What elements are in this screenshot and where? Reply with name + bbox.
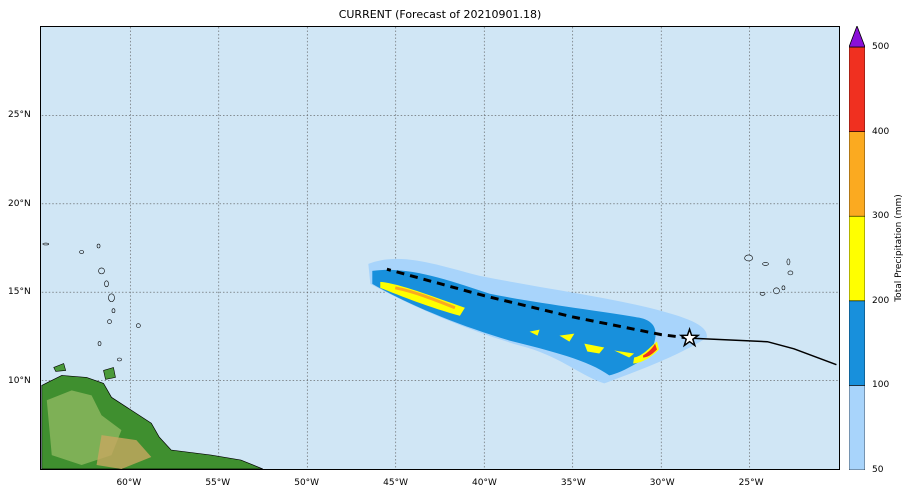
graticule <box>41 27 839 469</box>
colorbar-bin <box>849 131 865 217</box>
x-tick-label: 60°W <box>116 478 142 488</box>
x-tick-label: 25°W <box>738 478 764 488</box>
colorbar-bin <box>849 46 865 132</box>
colorbar-tick-label: 50 <box>872 465 884 475</box>
y-tick-label: 15°N <box>8 287 31 298</box>
past-track-line <box>689 337 837 366</box>
land <box>41 242 794 470</box>
map-title: CURRENT (Forecast of 20210901.18) <box>338 8 542 21</box>
storm-position-star-icon <box>678 326 701 348</box>
colorbar-bin <box>849 215 865 302</box>
colorbar-tick-label: 300 <box>872 211 890 222</box>
map-plot-area <box>40 26 840 470</box>
y-tick-label: 10°N <box>8 376 31 387</box>
x-tick-label: 30°W <box>649 478 675 488</box>
colorbar-tick-label: 500 <box>872 42 890 52</box>
x-tick-label: 55°W <box>205 478 231 488</box>
x-tick-label: 50°W <box>294 478 320 488</box>
colorbar-extend-arrow <box>849 26 865 48</box>
map-svg <box>41 27 839 470</box>
colorbar-tick-label: 200 <box>872 295 890 306</box>
colorbar-label: Total Precipitation (mm) <box>894 194 904 302</box>
x-tick-label: 45°W <box>383 478 408 488</box>
colorbar-tick-label: 100 <box>872 380 890 391</box>
y-tick-label: 25°N <box>8 109 31 120</box>
x-tick-label: 35°W <box>560 478 586 488</box>
colorbar-bin <box>849 385 865 470</box>
x-tick-label: 40°W <box>472 478 497 488</box>
forecast-track-line <box>386 267 690 340</box>
y-tick-label: 20°N <box>8 198 31 209</box>
colorbar-tick-label: 400 <box>872 126 890 137</box>
colorbar <box>849 26 865 470</box>
islands <box>42 242 794 362</box>
precipitation-swath <box>368 258 707 384</box>
colorbar-bin <box>849 300 865 386</box>
